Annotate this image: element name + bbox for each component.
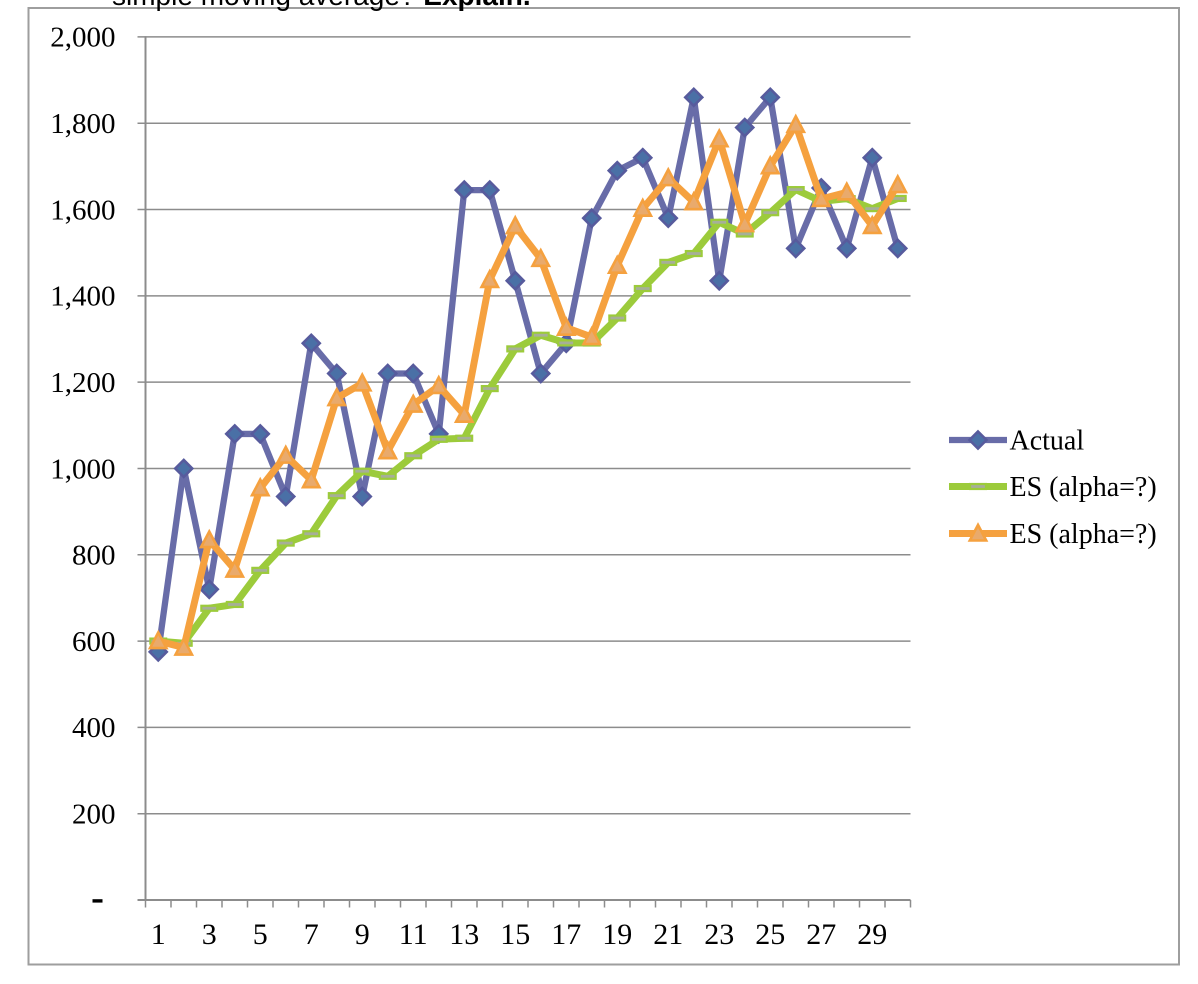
svg-text:2,000: 2,000 [50, 22, 115, 54]
svg-text:15: 15 [500, 918, 530, 951]
svg-text:simple moving average? Explain: simple moving average? Explain. [112, 0, 531, 11]
svg-text:23: 23 [704, 918, 734, 951]
svg-text:1,400: 1,400 [50, 281, 115, 313]
svg-text:800: 800 [72, 540, 116, 572]
svg-text:3: 3 [202, 918, 217, 951]
svg-text:400: 400 [72, 712, 116, 744]
svg-text:17: 17 [551, 918, 581, 951]
svg-text:Actual: Actual [1010, 425, 1085, 456]
svg-text:27: 27 [806, 918, 836, 951]
svg-text:1: 1 [151, 918, 166, 951]
svg-text:11: 11 [399, 918, 428, 951]
svg-text:600: 600 [72, 626, 116, 658]
svg-text:ES (alpha=?): ES (alpha=?) [1010, 519, 1157, 550]
svg-text:1,600: 1,600 [50, 194, 115, 226]
svg-text:19: 19 [602, 918, 632, 951]
svg-text:5: 5 [253, 918, 268, 951]
svg-text:21: 21 [653, 918, 683, 951]
svg-text:29: 29 [857, 918, 887, 951]
svg-text:1,800: 1,800 [50, 108, 115, 140]
svg-text:ES (alpha=?): ES (alpha=?) [1010, 472, 1157, 503]
svg-text:9: 9 [355, 918, 370, 951]
svg-text:25: 25 [755, 918, 785, 951]
svg-text:1,200: 1,200 [50, 367, 115, 399]
svg-text:13: 13 [449, 918, 479, 951]
svg-text:7: 7 [304, 918, 319, 951]
svg-text:200: 200 [72, 798, 116, 830]
svg-text:1,000: 1,000 [50, 453, 115, 485]
